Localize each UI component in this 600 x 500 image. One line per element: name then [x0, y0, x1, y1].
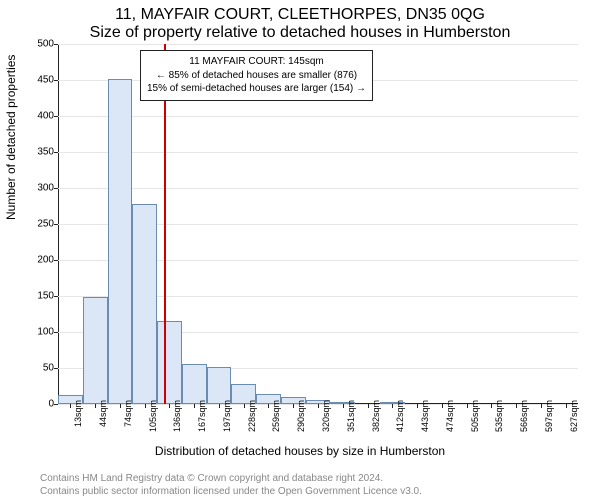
xtick-mark: [516, 404, 517, 408]
ytick-label: 100: [24, 327, 54, 338]
annotation-line: 11 MAYFAIR COURT: 145sqm: [147, 55, 366, 69]
xtick-label: 197sqm: [222, 400, 232, 432]
annotation-line: 15% of semi-detached houses are larger (…: [147, 82, 366, 96]
xtick-mark: [244, 404, 245, 408]
xtick-label: 443sqm: [420, 400, 430, 432]
ytick-label: 450: [24, 75, 54, 86]
annotation-box: 11 MAYFAIR COURT: 145sqm← 85% of detache…: [140, 50, 373, 101]
xtick-label: 105sqm: [148, 400, 158, 432]
xtick-mark: [95, 404, 96, 408]
ytick-mark: [54, 152, 58, 153]
ytick-label: 400: [24, 111, 54, 122]
xtick-label: 44sqm: [98, 400, 108, 427]
ytick-mark: [54, 80, 58, 81]
ytick-label: 350: [24, 147, 54, 158]
ytick-mark: [54, 44, 58, 45]
ytick-label: 300: [24, 183, 54, 194]
xtick-mark: [219, 404, 220, 408]
histogram-bar: [157, 321, 182, 404]
ytick-mark: [54, 260, 58, 261]
xtick-mark: [566, 404, 567, 408]
xtick-label: 505sqm: [470, 400, 480, 432]
xtick-label: 351sqm: [346, 400, 356, 432]
xtick-label: 167sqm: [197, 400, 207, 432]
xtick-label: 474sqm: [445, 400, 455, 432]
gridline: [58, 188, 578, 189]
x-axis-label: Distribution of detached houses by size …: [0, 444, 600, 458]
y-axis-label: Number of detached properties: [4, 55, 18, 220]
xtick-label: 412sqm: [395, 400, 405, 432]
ytick-label: 50: [24, 363, 54, 374]
xtick-mark: [169, 404, 170, 408]
histogram-bar: [108, 79, 133, 404]
ytick-mark: [54, 404, 58, 405]
xtick-mark: [343, 404, 344, 408]
xtick-mark: [293, 404, 294, 408]
histogram-bar: [207, 367, 232, 404]
gridline: [58, 116, 578, 117]
xtick-label: 535sqm: [494, 400, 504, 432]
xtick-mark: [541, 404, 542, 408]
xtick-label: 290sqm: [296, 400, 306, 432]
xtick-mark: [442, 404, 443, 408]
xtick-label: 566sqm: [519, 400, 529, 432]
histogram-bar: [182, 364, 207, 404]
xtick-mark: [194, 404, 195, 408]
xtick-mark: [70, 404, 71, 408]
xtick-label: 382sqm: [371, 400, 381, 432]
credits: Contains HM Land Registry data © Crown c…: [40, 472, 422, 498]
xtick-mark: [467, 404, 468, 408]
credit-line-2: Contains public sector information licen…: [40, 485, 422, 498]
ytick-mark: [54, 224, 58, 225]
histogram-bar: [132, 204, 157, 404]
ytick-mark: [54, 116, 58, 117]
gridline: [58, 152, 578, 153]
page-title-2: Size of property relative to detached ho…: [0, 24, 600, 42]
page-title-1: 11, MAYFAIR COURT, CLEETHORPES, DN35 0QG: [0, 6, 600, 24]
ytick-label: 200: [24, 255, 54, 266]
xtick-label: 228sqm: [247, 400, 257, 432]
xtick-label: 136sqm: [172, 400, 182, 432]
ytick-mark: [54, 332, 58, 333]
xtick-mark: [318, 404, 319, 408]
gridline: [58, 44, 578, 45]
ytick-mark: [54, 296, 58, 297]
ytick-label: 150: [24, 291, 54, 302]
xtick-label: 597sqm: [544, 400, 554, 432]
annotation-line: ← 85% of detached houses are smaller (87…: [147, 69, 366, 83]
xtick-label: 627sqm: [569, 400, 579, 432]
ytick-label: 250: [24, 219, 54, 230]
xtick-label: 13sqm: [73, 400, 83, 427]
xtick-label: 74sqm: [123, 400, 133, 427]
xtick-mark: [491, 404, 492, 408]
xtick-label: 259sqm: [271, 400, 281, 432]
histogram-bar: [83, 297, 108, 404]
xtick-mark: [120, 404, 121, 408]
ytick-mark: [54, 368, 58, 369]
xtick-mark: [392, 404, 393, 408]
xtick-mark: [145, 404, 146, 408]
ytick-label: 500: [24, 39, 54, 50]
ytick-mark: [54, 188, 58, 189]
xtick-mark: [368, 404, 369, 408]
xtick-label: 320sqm: [321, 400, 331, 432]
ytick-label: 0: [24, 399, 54, 410]
xtick-mark: [268, 404, 269, 408]
credit-line-1: Contains HM Land Registry data © Crown c…: [40, 472, 422, 485]
xtick-mark: [417, 404, 418, 408]
